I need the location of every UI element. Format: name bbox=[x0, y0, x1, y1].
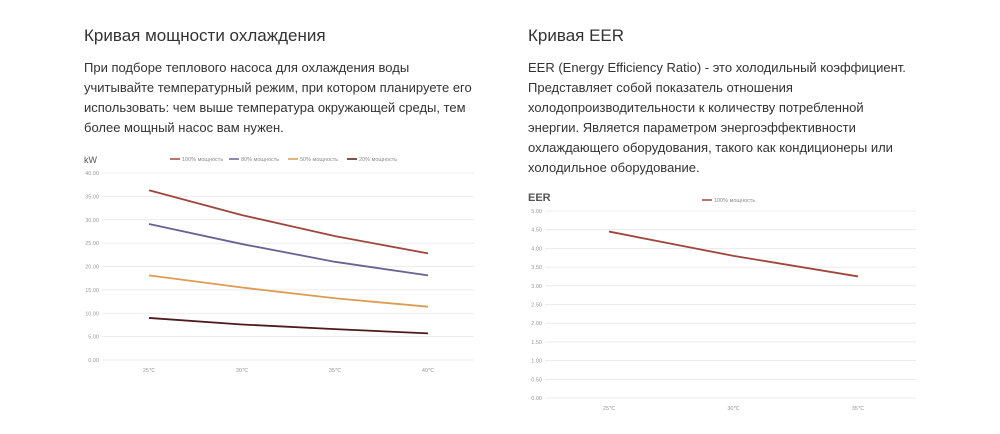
y-tick-label: 4.50 bbox=[531, 228, 542, 234]
y-tick-label: 30.00 bbox=[85, 218, 99, 224]
y-tick-label: 35.00 bbox=[85, 194, 99, 200]
description-line: энергии. Является параметром энергоэффек… bbox=[528, 120, 856, 135]
y-tick-label: 1.00 bbox=[531, 359, 542, 365]
description-line: учитывайте температурный режим, при кото… bbox=[84, 80, 472, 95]
cooling-capacity-description: При подборе теплового насоса для охлажде… bbox=[84, 58, 494, 138]
series-line bbox=[608, 230, 859, 278]
description-line: Представляет собой показатель отношения bbox=[528, 80, 793, 95]
description-line: EER (Energy Efficiency Ratio) - это холо… bbox=[528, 60, 906, 75]
series-line bbox=[148, 274, 429, 308]
y-tick-label: 0.00 bbox=[88, 358, 99, 364]
x-tick-label: 35℃ bbox=[329, 368, 342, 374]
eer-description: EER (Energy Efficiency Ratio) - это холо… bbox=[528, 58, 913, 178]
legend-label: 20% мощность bbox=[359, 157, 397, 163]
y-tick-label: 15.00 bbox=[85, 288, 99, 294]
legend-label: 50% мощность bbox=[300, 157, 338, 163]
y-tick-label: 0.00 bbox=[531, 396, 542, 402]
description-line: холодопроизводительности к количеству по… bbox=[528, 100, 864, 115]
y-tick-label: 0.50 bbox=[531, 377, 542, 383]
y-tick-label: 3.00 bbox=[531, 284, 542, 290]
y-tick-label: 3.50 bbox=[531, 265, 542, 271]
eer-title: Кривая EER bbox=[528, 26, 625, 45]
axis-unit-label: kW bbox=[84, 155, 98, 165]
y-tick-label: 25.00 bbox=[85, 241, 99, 247]
y-tick-label: 40.00 bbox=[85, 171, 99, 177]
description-line: более мощный насос вам нужен. bbox=[84, 120, 284, 135]
series-line bbox=[148, 189, 429, 255]
x-tick-label: 40℃ bbox=[422, 368, 435, 374]
series-line bbox=[148, 223, 429, 277]
y-tick-label: 2.00 bbox=[531, 321, 542, 327]
y-tick-label: 4.00 bbox=[531, 246, 542, 252]
y-tick-label: 1.50 bbox=[531, 340, 542, 346]
y-tick-label: 5.00 bbox=[88, 335, 99, 341]
x-tick-label: 30℃ bbox=[236, 368, 249, 374]
x-tick-label: 25℃ bbox=[143, 368, 156, 374]
y-tick-label: 5.00 bbox=[531, 209, 542, 215]
description-line: холодильное оборудование. bbox=[528, 160, 700, 175]
y-tick-label: 2.50 bbox=[531, 303, 542, 309]
legend-label: 100% мощность bbox=[714, 198, 755, 204]
x-tick-label: 25℃ bbox=[603, 406, 616, 412]
description-line: охлаждающего оборудования, такого как ко… bbox=[528, 140, 893, 155]
description-line: При подборе теплового насоса для охлажде… bbox=[84, 60, 410, 75]
y-tick-label: 20.00 bbox=[85, 265, 99, 271]
description-line: использовать: чем выше температура окруж… bbox=[84, 100, 466, 115]
cooling-capacity-title: Кривая мощности охлаждения bbox=[84, 26, 326, 45]
axis-unit-label: EER bbox=[528, 192, 551, 204]
legend-label: 80% мощность bbox=[241, 157, 279, 163]
y-tick-label: 10.00 bbox=[85, 311, 99, 317]
legend-label: 100% мощность bbox=[182, 157, 223, 163]
series-line bbox=[148, 317, 429, 335]
x-tick-label: 30℃ bbox=[727, 406, 740, 412]
x-tick-label: 35℃ bbox=[852, 406, 865, 412]
